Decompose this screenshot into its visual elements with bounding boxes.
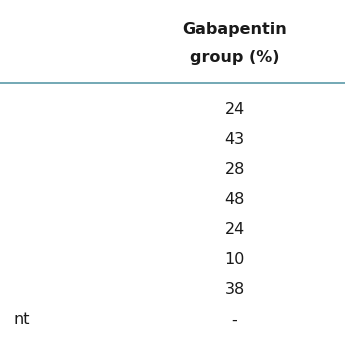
Text: 24: 24 (225, 223, 245, 237)
Text: nt: nt (14, 313, 30, 327)
Text: 43: 43 (225, 132, 245, 148)
Text: 48: 48 (224, 193, 245, 207)
Text: group (%): group (%) (190, 50, 279, 65)
Text: Gabapentin: Gabapentin (182, 22, 287, 37)
Text: -: - (232, 313, 237, 327)
Text: 38: 38 (225, 283, 245, 297)
Text: 24: 24 (225, 102, 245, 118)
Text: 10: 10 (224, 253, 245, 267)
Text: 28: 28 (224, 162, 245, 177)
